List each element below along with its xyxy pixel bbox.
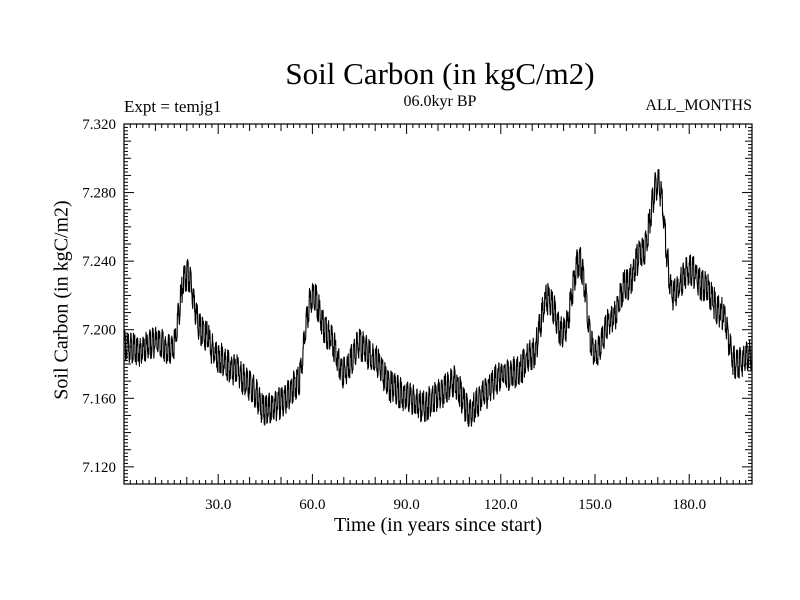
y-tick-label: 7.280 — [82, 186, 116, 202]
x-tick-label: 120.0 — [484, 497, 518, 513]
x-axis-label: Time (in years since start) — [333, 514, 543, 536]
period-label: 06.0kyr BP — [403, 93, 477, 110]
y-tick-label: 7.120 — [82, 460, 116, 476]
y-tick-label: 7.320 — [82, 117, 116, 133]
chart-title: Soil Carbon (in kgC/m2) — [285, 56, 595, 91]
plot-frame — [123, 123, 753, 485]
x-tick-label: 30.0 — [205, 497, 231, 513]
tick-labels: 30.0 60.0 90.0 120.0 150.0 180.0 7.120 7.160 7.2… — [82, 117, 706, 513]
y-tick-label: 7.200 — [82, 323, 116, 339]
x-tick-label: 150.0 — [578, 497, 612, 513]
x-tick-label: 60.0 — [299, 497, 325, 513]
y-tick-label: 7.160 — [82, 391, 116, 407]
axis-ticks — [124, 124, 752, 484]
x-tick-label: 180.0 — [672, 497, 706, 513]
season-label: ALL_MONTHS — [645, 97, 752, 114]
experiment-label: Expt = temjg1 — [124, 97, 222, 116]
series-line-soil-carbon — [123, 168, 753, 427]
data-series — [123, 168, 753, 427]
y-tick-label: 7.240 — [82, 254, 116, 270]
x-tick-label: 90.0 — [393, 497, 419, 513]
